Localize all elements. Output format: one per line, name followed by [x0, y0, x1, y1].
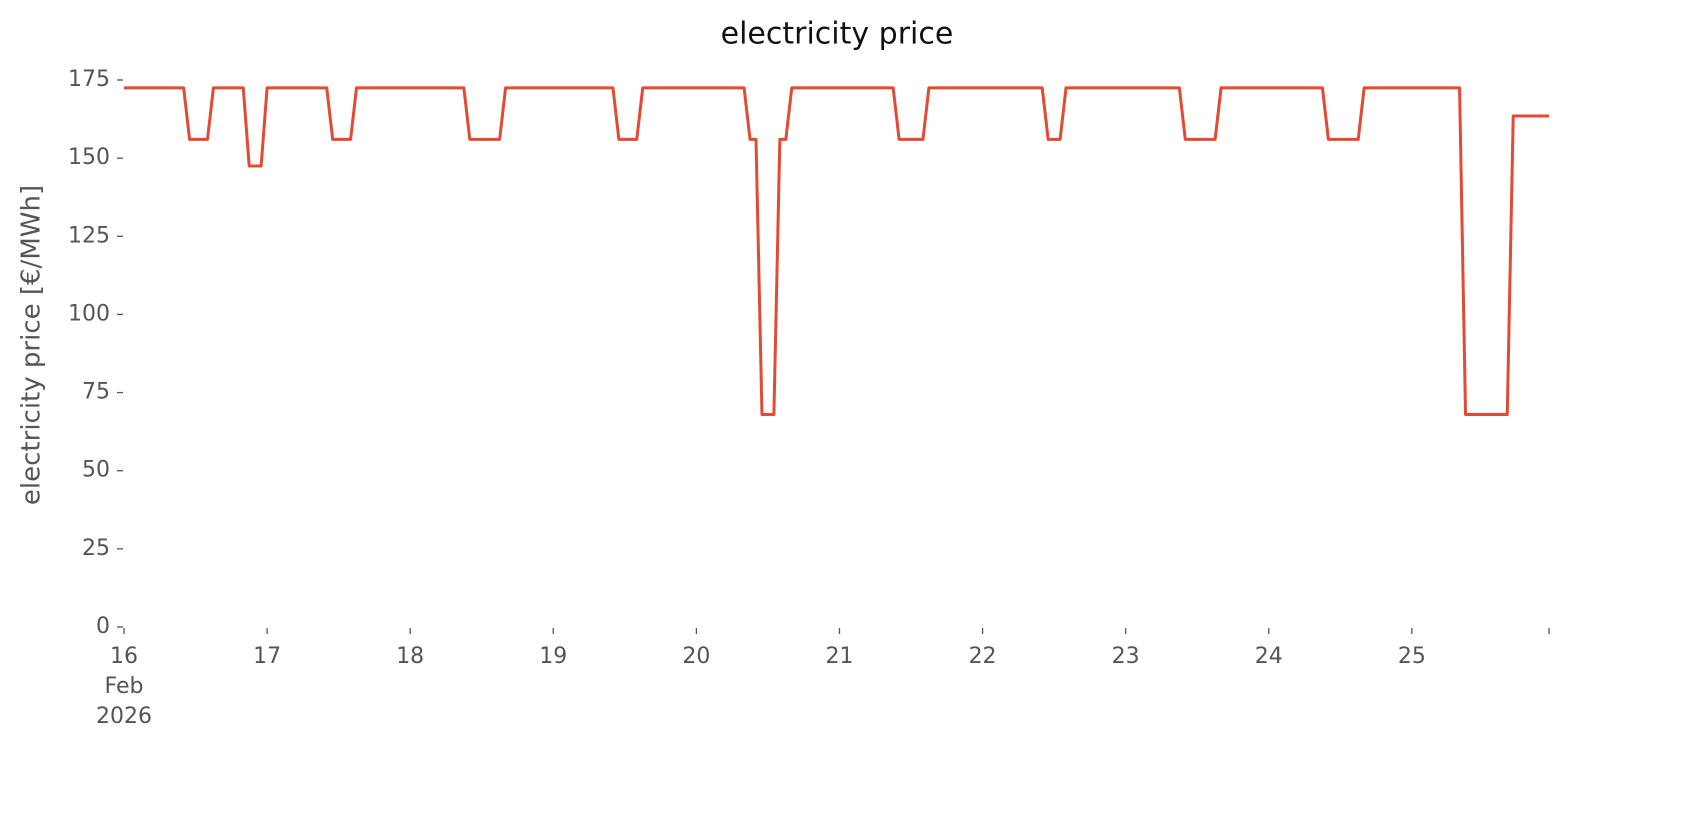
x-tick-label: 16: [110, 644, 138, 669]
x-tick-label: 2026: [96, 704, 152, 729]
x-tick-label: 25: [1398, 644, 1426, 669]
y-tick-label: 0: [96, 614, 110, 639]
y-tick-label: 100: [68, 301, 110, 326]
x-tick-label: 22: [969, 644, 997, 669]
y-tick-label: 25: [82, 536, 110, 561]
x-tick-label: 23: [1112, 644, 1140, 669]
y-tick-label: 150: [68, 145, 110, 170]
x-tick-label: 19: [539, 644, 567, 669]
y-tick-label: 75: [82, 380, 110, 405]
y-tick-label: 175: [68, 67, 110, 92]
chart-title: electricity price: [721, 17, 954, 52]
x-tick-label: 17: [253, 644, 281, 669]
y-tick-label: 125: [68, 223, 110, 248]
y-axis-label: electricity price [€/MWh]: [17, 185, 47, 505]
x-tick-label: 18: [396, 644, 424, 669]
x-tick-label: 24: [1255, 644, 1283, 669]
price-line: [124, 86, 1549, 416]
x-tick-label: 21: [825, 644, 853, 669]
y-tick-label: 50: [82, 458, 110, 483]
x-tick-label: Feb: [105, 674, 144, 699]
x-tick-label: 20: [682, 644, 710, 669]
